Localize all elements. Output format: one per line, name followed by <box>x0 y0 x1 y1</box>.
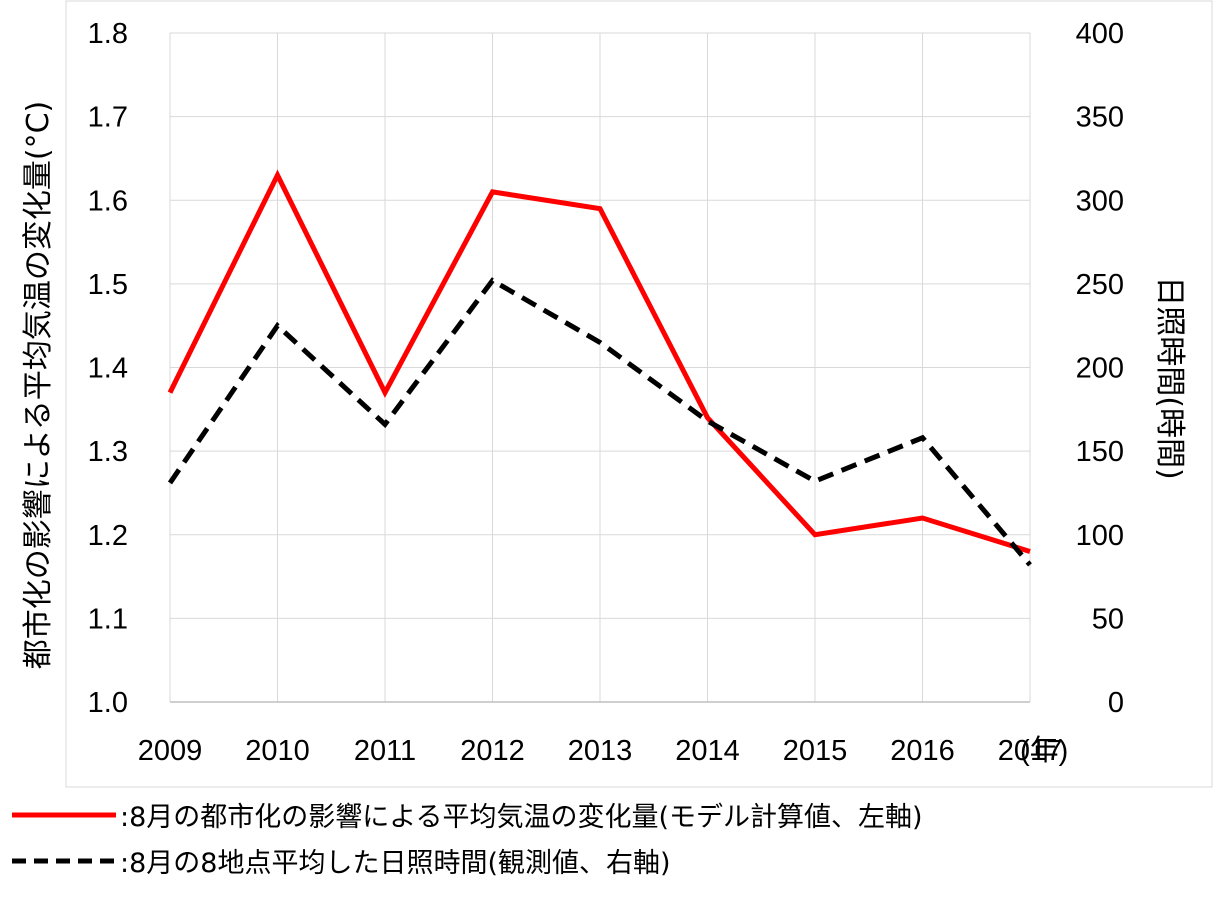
plot-border <box>65 0 1213 788</box>
left-axis-tick-label: 1.5 <box>88 269 128 301</box>
x-axis-ticks: 2009 2010 2011 2012 2013 2014 2015 2016 2017 <box>138 735 1063 767</box>
x-axis-tick-label: 2014 <box>675 735 740 767</box>
left-axis-title: 都市化の影響による平均気温の変化量(°C) <box>21 101 56 669</box>
right-axis-ticks: 0 50 100 150 200 250 300 350 400 <box>1076 18 1124 719</box>
x-axis-tick-label: 2012 <box>460 735 525 767</box>
left-axis-tick-label: 1.7 <box>88 102 128 134</box>
left-axis-tick-label: 1.1 <box>88 603 128 635</box>
legend-item-temperature: :8月の都市化の影響による平均気温の変化量(モデル計算値、左軸) <box>8 795 923 834</box>
left-axis-ticks: 1.0 1.1 1.2 1.3 1.4 1.5 1.6 1.7 1.8 <box>88 18 128 719</box>
legend-item-sunshine: :8月の8地点平均した日照時間(観測値、右軸) <box>8 841 671 880</box>
legend-label-sunshine: :8月の8地点平均した日照時間(観測値、右軸) <box>120 848 671 879</box>
legend-swatch-sunshine <box>8 846 120 876</box>
right-axis-title: 日照時間(時間) <box>1152 276 1187 479</box>
right-axis-tick-label: 50 <box>1092 603 1124 635</box>
left-axis-tick-label: 1.3 <box>88 436 128 468</box>
right-axis-tick-label: 0 <box>1108 687 1124 719</box>
right-axis-tick-label: 400 <box>1076 18 1124 50</box>
x-axis-tick-label: 2016 <box>890 735 955 767</box>
left-axis-tick-label: 1.6 <box>88 185 128 217</box>
series-layer <box>167 169 1032 567</box>
x-axis-tick-label: 2015 <box>783 735 848 767</box>
right-axis-tick-label: 250 <box>1076 269 1124 301</box>
legend-label-temperature: :8月の都市化の影響による平均気温の変化量(モデル計算値、左軸) <box>120 802 923 833</box>
x-axis-tick-label: 2011 <box>354 735 416 767</box>
x-axis-tick-label: 2013 <box>568 735 633 767</box>
right-axis-tick-label: 100 <box>1076 520 1124 552</box>
left-axis-tick-label: 1.0 <box>88 687 128 719</box>
x-axis-unit-label: (年) <box>1020 734 1068 767</box>
chart-area: 1.0 1.1 1.2 1.3 1.4 1.5 1.6 1.7 1.8 0 50 100 150 200… <box>21 0 1213 788</box>
x-axis-tick-label: 2009 <box>138 735 203 767</box>
left-axis-tick-label: 1.4 <box>88 353 128 385</box>
left-axis-tick-label: 1.2 <box>88 520 128 552</box>
legend-swatch-temperature <box>8 800 120 830</box>
right-axis-tick-label: 350 <box>1076 102 1124 134</box>
right-axis-tick-label: 200 <box>1076 353 1124 385</box>
right-axis-tick-label: 150 <box>1076 436 1124 468</box>
left-axis-tick-label: 1.8 <box>88 18 128 50</box>
x-axis-tick-label: 2017 <box>998 735 1063 767</box>
x-axis-tick-label: 2010 <box>245 735 310 767</box>
grid-lines <box>169 32 1031 703</box>
right-axis-tick-label: 300 <box>1076 185 1124 217</box>
